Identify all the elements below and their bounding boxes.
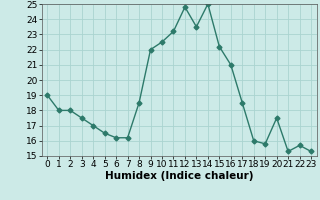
X-axis label: Humidex (Indice chaleur): Humidex (Indice chaleur) bbox=[105, 171, 253, 181]
